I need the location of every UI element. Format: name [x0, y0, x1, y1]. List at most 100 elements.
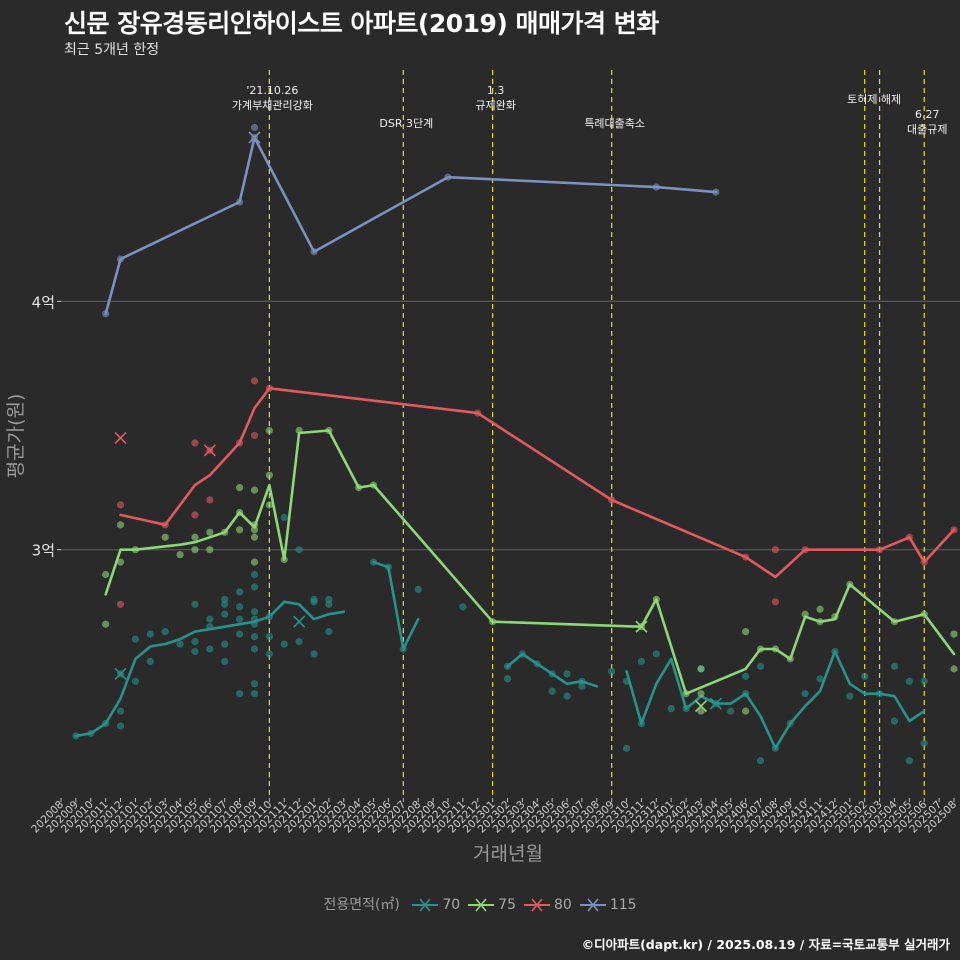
data-point	[250, 645, 259, 653]
data-point	[250, 558, 259, 566]
series-line	[119, 386, 956, 579]
x-axis-label: 거래년월	[473, 843, 543, 865]
data-point	[905, 757, 913, 765]
data-point	[548, 687, 556, 695]
data-point	[131, 635, 140, 643]
data-point	[310, 595, 318, 603]
data-point	[697, 690, 705, 698]
data-point	[667, 705, 675, 713]
data-point	[250, 533, 259, 541]
data-point	[756, 662, 765, 670]
cross-marker	[694, 700, 708, 713]
data-point	[221, 600, 229, 608]
legend-item-80: 80	[522, 897, 572, 913]
data-point	[191, 533, 199, 541]
data-point	[280, 513, 288, 521]
source-credit: ©디아파트(dapt.kr) / 2025.08.19 / 자료=국토교통부 실…	[581, 937, 950, 952]
data-point	[578, 682, 586, 690]
series-line	[104, 429, 956, 696]
y-tick-label: 4억	[32, 293, 55, 311]
data-point	[206, 528, 214, 536]
data-point	[742, 672, 750, 680]
data-point	[697, 707, 705, 715]
data-point	[250, 431, 259, 440]
data-point	[563, 692, 571, 700]
chart-subtitle: 최근 5개년 한정	[64, 42, 160, 58]
event-label: 1.3	[487, 84, 505, 97]
series-115	[102, 123, 720, 318]
data-point	[250, 632, 259, 641]
legend-item-115: 115	[578, 897, 637, 913]
data-point	[310, 650, 318, 658]
data-point	[265, 501, 273, 509]
data-point	[206, 496, 214, 504]
series-line	[372, 560, 420, 651]
data-point	[325, 600, 333, 608]
series-line	[74, 600, 346, 738]
data-point	[102, 620, 110, 628]
data-point	[236, 615, 244, 623]
data-point	[250, 570, 259, 579]
data-point	[637, 657, 646, 666]
data-point	[816, 605, 824, 613]
data-point	[846, 692, 854, 700]
cross-marker	[709, 697, 722, 710]
data-point	[236, 526, 244, 534]
cross-marker	[114, 431, 127, 444]
event-label: 대출규제	[907, 123, 947, 136]
data-point	[905, 677, 913, 685]
data-point	[459, 603, 467, 611]
data-point	[920, 739, 928, 747]
data-point	[727, 707, 735, 715]
series-70	[72, 513, 928, 765]
data-point	[816, 675, 824, 683]
data-point	[325, 595, 333, 603]
data-point	[116, 558, 125, 566]
data-point	[325, 628, 333, 636]
data-point	[191, 600, 199, 608]
data-point	[191, 439, 199, 447]
legend-label: 75	[498, 897, 516, 913]
cross-marker	[248, 131, 261, 144]
data-point	[236, 690, 244, 698]
legend-label: 80	[554, 897, 572, 913]
data-point	[861, 672, 869, 680]
data-point	[622, 744, 631, 752]
data-point	[295, 546, 303, 554]
series-75	[102, 426, 958, 715]
y-tick-label: 3억	[32, 542, 55, 560]
data-point	[191, 511, 199, 519]
data-point	[176, 640, 184, 648]
cross-marker	[635, 620, 648, 633]
data-point	[697, 665, 705, 673]
legend-label: 115	[609, 897, 637, 913]
data-point	[236, 483, 244, 492]
data-point	[280, 640, 288, 648]
event-label: 가계부채관리강화	[232, 99, 313, 112]
data-point	[131, 677, 140, 685]
series-line	[625, 650, 926, 750]
event-label: DSR 3단계	[379, 117, 433, 130]
data-point	[608, 667, 616, 675]
y-axis-label: 평균가(원)	[5, 394, 27, 479]
x-axis-ticks: 2020082020092020102020112020122021012021…	[29, 798, 959, 835]
data-point	[250, 690, 259, 698]
event-label: '21.10.26	[246, 84, 298, 97]
data-point	[950, 630, 958, 638]
data-point	[116, 501, 125, 509]
legend: 전용면적(㎡) 70 75 80 115	[0, 894, 960, 914]
data-point	[563, 670, 571, 678]
series-80	[114, 377, 958, 608]
data-point	[250, 526, 259, 534]
data-point	[236, 588, 244, 596]
data-point	[295, 637, 303, 646]
data-point	[920, 677, 928, 685]
cross-marker	[203, 444, 216, 457]
data-point	[414, 585, 422, 594]
data-point	[221, 610, 229, 618]
data-point	[250, 486, 259, 494]
data-point	[265, 632, 273, 641]
cross-marker	[114, 667, 127, 680]
